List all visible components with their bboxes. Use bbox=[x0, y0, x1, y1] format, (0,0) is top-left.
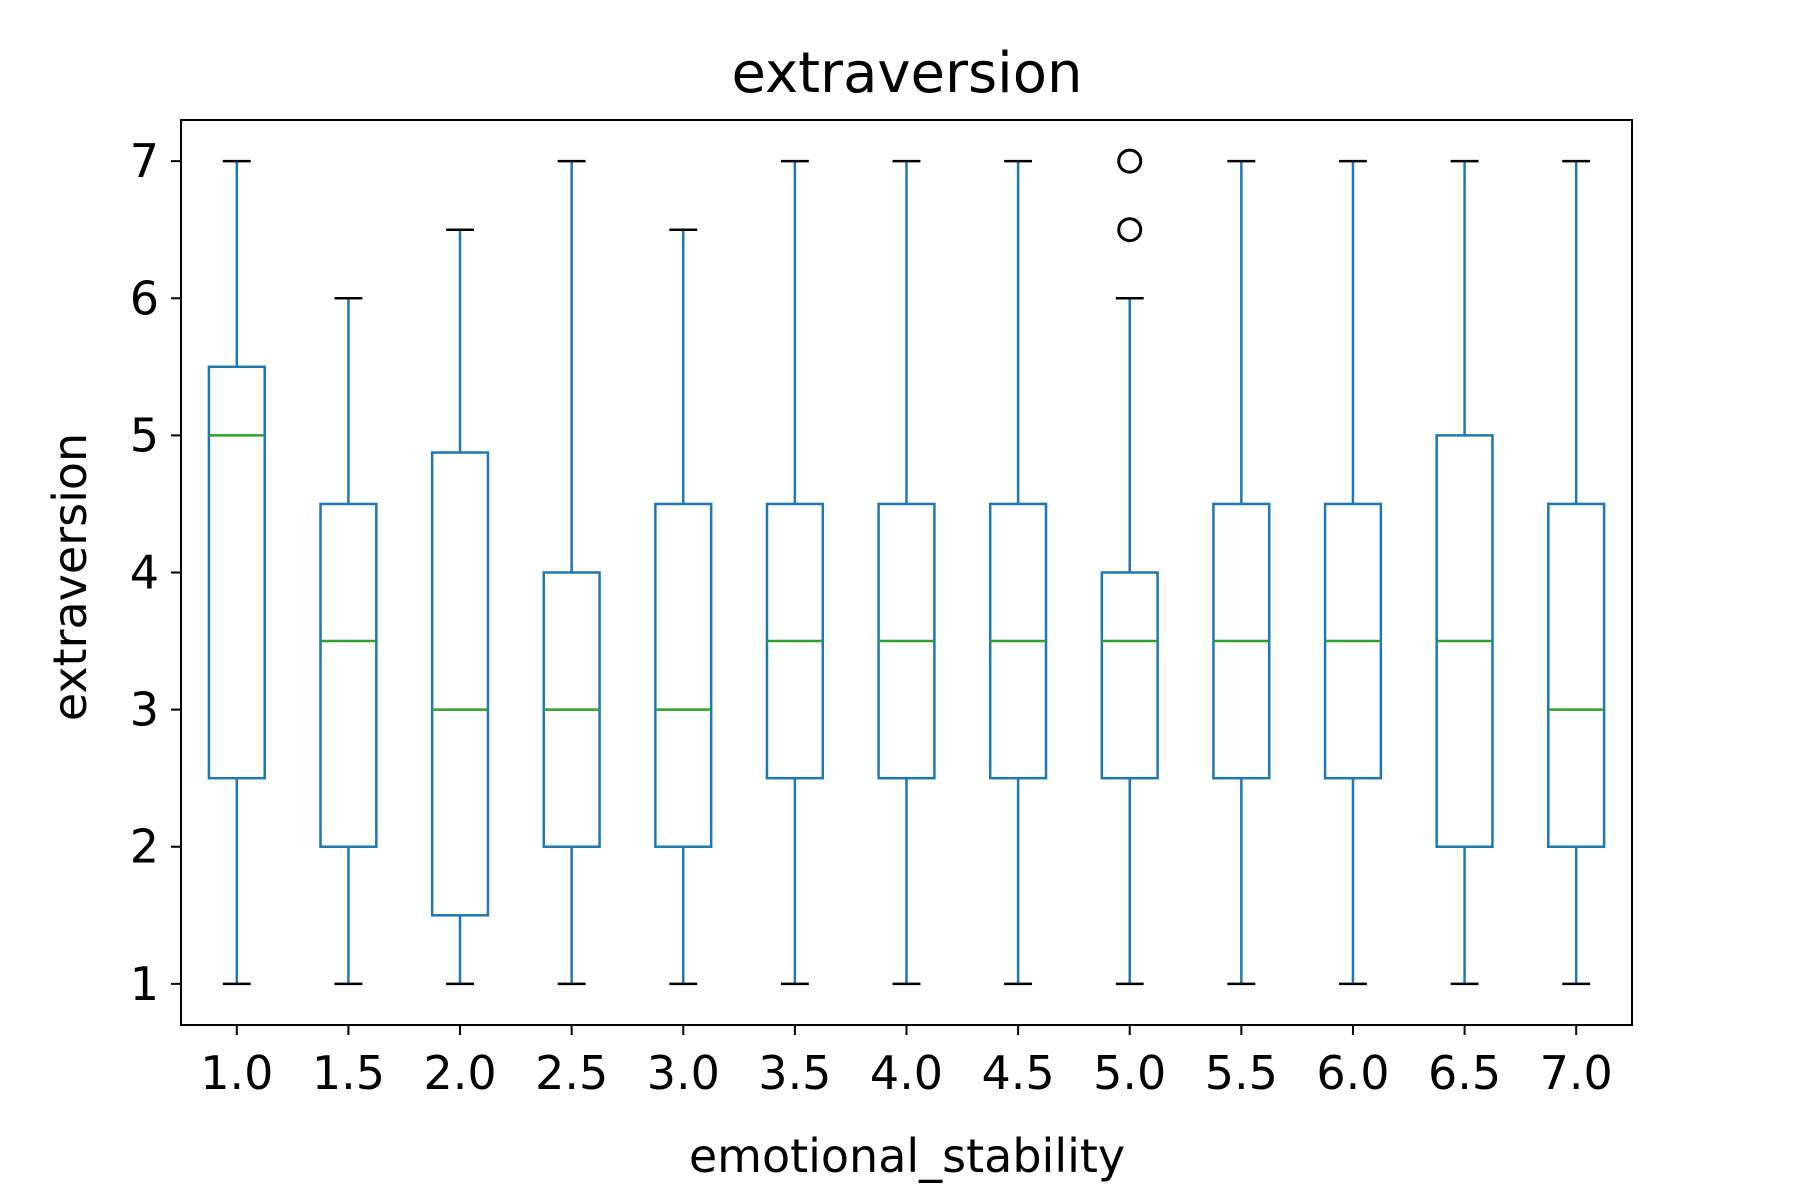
chart-title: extraversion bbox=[731, 41, 1082, 106]
x-tick-label: 2.0 bbox=[423, 1046, 496, 1100]
x-tick-label: 1.0 bbox=[200, 1046, 273, 1100]
y-tick-label: 5 bbox=[130, 408, 159, 462]
x-tick-label: 3.0 bbox=[647, 1046, 720, 1100]
x-tick-label: 7.0 bbox=[1540, 1046, 1613, 1100]
x-tick-label: 4.0 bbox=[870, 1046, 943, 1100]
y-tick-label: 2 bbox=[130, 820, 159, 874]
box-iqr bbox=[207, 365, 266, 780]
box-iqr bbox=[319, 502, 378, 848]
box-iqr bbox=[430, 451, 490, 917]
box-iqr bbox=[654, 502, 713, 848]
box-iqr bbox=[1547, 502, 1606, 848]
x-tick-label: 4.5 bbox=[982, 1046, 1055, 1100]
y-tick-label: 4 bbox=[130, 546, 159, 600]
x-tick-label: 5.0 bbox=[1093, 1046, 1166, 1100]
y-tick-label: 3 bbox=[130, 683, 159, 737]
plot-area: 1 2 3 4 5 6 7 1.0 1.5 2.0 2.5 3.0 3.5 4.0 4.5 5.0 5.5 6.0… bbox=[130, 134, 1613, 1100]
x-axis-label: emotional_stability bbox=[689, 1129, 1125, 1183]
y-tick-label: 6 bbox=[130, 271, 159, 325]
box-iqr bbox=[1100, 571, 1159, 780]
y-tick-label: 7 bbox=[130, 134, 159, 188]
outlier-point bbox=[1117, 148, 1143, 174]
x-tick-label: 1.5 bbox=[312, 1046, 385, 1100]
x-tick-label: 5.5 bbox=[1205, 1046, 1278, 1100]
y-axis-label: extraversion bbox=[43, 433, 97, 721]
x-tick-label: 3.5 bbox=[758, 1046, 831, 1100]
x-tick-label: 2.5 bbox=[535, 1046, 608, 1100]
y-tick-label: 1 bbox=[130, 957, 159, 1011]
outlier-point bbox=[1117, 217, 1143, 243]
x-tick-label: 6.0 bbox=[1316, 1046, 1389, 1100]
x-tick-label: 6.5 bbox=[1428, 1046, 1501, 1100]
plot-frame bbox=[180, 119, 1633, 1026]
